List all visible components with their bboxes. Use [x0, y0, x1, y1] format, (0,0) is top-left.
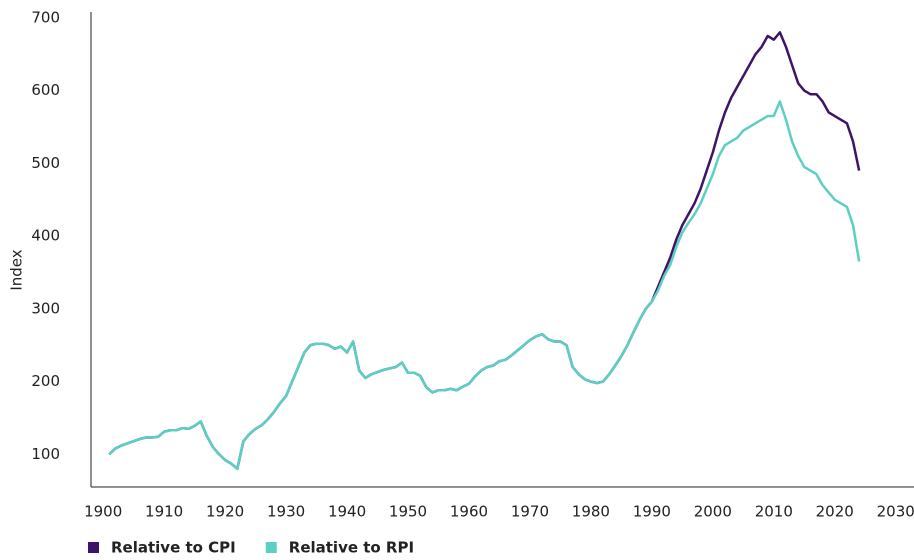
y-axis-label: Index	[8, 249, 26, 290]
x-tick-label: 1910	[145, 503, 183, 521]
x-tick-label: 2030	[877, 503, 914, 521]
x-tick-label: 2020	[816, 503, 854, 521]
line-series	[108, 100, 861, 471]
legend-label: Relative to RPI	[289, 539, 414, 557]
x-tick-label: 1920	[206, 503, 244, 521]
y-tick-label: 200	[31, 372, 60, 390]
x-tick-label: 1930	[267, 503, 305, 521]
x-tick-label: 1900	[84, 503, 122, 521]
y-tick-label: 600	[31, 81, 60, 99]
x-tick-label: 2010	[755, 503, 793, 521]
x-tick-label: 1950	[389, 503, 427, 521]
x-tick-label: 1980	[572, 503, 610, 521]
y-tick-label: 500	[31, 154, 60, 172]
legend-label: Relative to CPI	[111, 539, 236, 557]
y-tick-label: 300	[31, 299, 60, 317]
line-series	[108, 31, 861, 471]
x-tick-label: 2000	[694, 503, 732, 521]
x-tick-label: 1990	[633, 503, 671, 521]
y-tick-label: 100	[31, 445, 60, 463]
y-tick-label: 400	[31, 227, 60, 245]
x-tick-label: 1970	[511, 503, 549, 521]
x-tick-label: 1940	[328, 503, 366, 521]
legend-swatch	[88, 542, 99, 553]
x-tick-label: 1960	[450, 503, 488, 521]
legend-swatch	[265, 542, 277, 553]
y-tick-label: 700	[31, 8, 60, 26]
